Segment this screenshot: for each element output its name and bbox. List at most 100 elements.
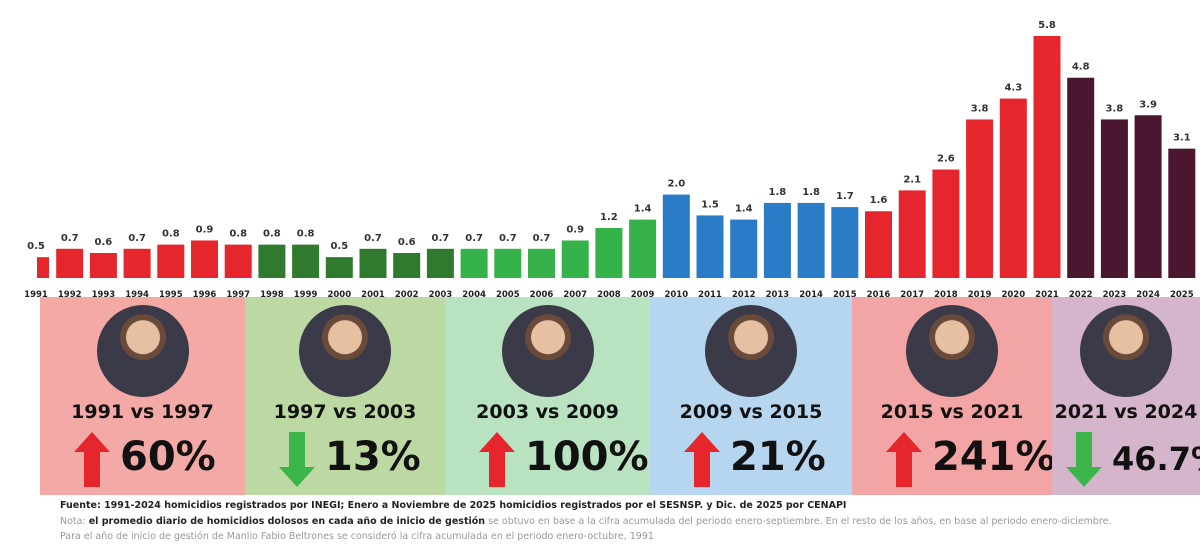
value-label-2015: 1.7 — [836, 191, 854, 202]
footer-note: Nota: el promedio diario de homicidios d… — [60, 516, 1112, 527]
year-label-2013: 2013 — [766, 290, 790, 300]
value-label-2002: 0.6 — [398, 237, 416, 248]
year-label-1993: 1993 — [92, 290, 116, 300]
bar-2008 — [595, 227, 623, 278]
period-title: 2009 vs 2015 — [679, 401, 823, 423]
value-label-2005: 0.7 — [499, 233, 517, 244]
year-label-2008: 2008 — [597, 290, 621, 300]
year-label-2021: 2021 — [1035, 290, 1059, 300]
year-label-2011: 2011 — [698, 290, 722, 300]
bar-2012 — [730, 219, 758, 278]
value-label-2022: 4.8 — [1072, 62, 1090, 73]
value-label-2013: 1.8 — [769, 187, 787, 198]
bar-2003 — [426, 248, 454, 278]
bar-2024 — [1134, 115, 1162, 278]
value-label-2008: 1.2 — [600, 212, 618, 223]
year-label-1997: 1997 — [226, 290, 250, 300]
value-label-2021: 5.8 — [1038, 20, 1056, 31]
politician-photo — [501, 305, 594, 397]
bar-2022 — [1067, 77, 1095, 278]
bar-2023 — [1100, 119, 1128, 278]
value-label-2009: 1.4 — [634, 204, 652, 215]
bar-1998 — [258, 244, 286, 278]
bar-2025 — [1168, 148, 1196, 278]
politician-photo — [906, 305, 998, 397]
year-label-2025: 2025 — [1170, 290, 1194, 300]
arrow-up-icon — [479, 432, 515, 487]
value-label-2006: 0.7 — [533, 233, 551, 244]
bar-1992 — [56, 248, 84, 278]
period-panel: 1997 vs 2003 13% — [245, 297, 445, 495]
year-label-2009: 2009 — [631, 290, 655, 300]
year-label-2015: 2015 — [833, 290, 857, 300]
percent-change: 60% — [120, 434, 216, 480]
year-label-2002: 2002 — [395, 290, 419, 300]
source-text: Fuente: 1991-2024 homicidios registrados… — [60, 500, 847, 511]
value-label-1997: 0.8 — [229, 229, 247, 240]
value-label-1991: 0.5 — [27, 241, 45, 252]
bar-1991 — [37, 257, 49, 278]
bar-2014 — [797, 202, 825, 278]
bar-1994 — [123, 248, 151, 278]
arrow-up-icon — [74, 432, 110, 487]
value-label-1999: 0.8 — [297, 229, 315, 240]
bar-2016 — [865, 211, 892, 278]
period-title: 1991 vs 1997 — [71, 401, 214, 423]
value-label-1995: 0.8 — [162, 229, 180, 240]
value-label-2016: 1.6 — [870, 195, 888, 206]
percent-change: 21% — [730, 434, 826, 480]
year-label-2006: 2006 — [530, 290, 554, 300]
period-title: 2015 vs 2021 — [880, 401, 1024, 423]
politician-photo — [96, 305, 189, 397]
year-label-2001: 2001 — [361, 290, 385, 300]
period-panel: 2015 vs 2021 241% — [852, 297, 1056, 495]
period-title: 2021 vs 2024 — [1054, 401, 1198, 423]
year-label-2024: 2024 — [1136, 290, 1160, 300]
note-bold: el promedio diario de homicidios dolosos… — [88, 516, 486, 527]
year-label-1999: 1999 — [294, 290, 318, 300]
year-label-2017: 2017 — [900, 290, 924, 300]
year-label-1994: 1994 — [125, 290, 149, 300]
bar-2015 — [831, 207, 859, 278]
arrow-down-icon — [279, 432, 315, 487]
bar-2018 — [932, 169, 960, 278]
year-label-2005: 2005 — [496, 290, 520, 300]
year-label-1995: 1995 — [159, 290, 183, 300]
year-label-2023: 2023 — [1103, 290, 1127, 300]
year-label-2012: 2012 — [732, 290, 756, 300]
bar-1999 — [292, 244, 320, 278]
year-label-2020: 2020 — [1001, 290, 1025, 300]
arrow-up-icon — [684, 432, 720, 487]
year-label-2000: 2000 — [327, 290, 351, 300]
bar-2020 — [999, 98, 1027, 278]
bar-2017 — [898, 190, 926, 278]
bar-1996 — [191, 240, 218, 278]
percent-change: 13% — [325, 434, 421, 480]
bar-2005 — [494, 248, 522, 278]
period-panel: 2021 vs 2024 46.7% — [1052, 297, 1200, 495]
value-label-2017: 2.1 — [903, 174, 921, 185]
bar-2007 — [561, 240, 589, 278]
value-label-2018: 2.6 — [937, 154, 955, 165]
value-label-2004: 0.7 — [465, 233, 483, 244]
value-label-2007: 0.9 — [566, 224, 584, 235]
year-label-1996: 1996 — [193, 290, 217, 300]
year-label-2022: 2022 — [1069, 290, 1093, 300]
period-panel: 2009 vs 2015 21% — [650, 297, 852, 495]
period-panel: 1991 vs 1997 60% — [40, 297, 245, 495]
value-label-2011: 1.5 — [701, 199, 719, 210]
percent-change: 100% — [525, 434, 649, 480]
bar-2009 — [629, 219, 657, 278]
year-label-2007: 2007 — [563, 290, 587, 300]
footer-source: Fuente: 1991-2024 homicidios registrados… — [60, 500, 846, 511]
year-label-1992: 1992 — [58, 290, 82, 300]
bar-2013 — [763, 202, 791, 278]
year-label-1991: 1991 — [24, 290, 48, 300]
value-label-2023: 3.8 — [1106, 103, 1124, 114]
value-label-2003: 0.7 — [432, 233, 450, 244]
year-label-2014: 2014 — [799, 290, 823, 300]
bar-1997 — [224, 244, 252, 278]
bar-2019 — [966, 119, 994, 278]
period-title: 1997 vs 2003 — [273, 401, 417, 423]
year-label-2004: 2004 — [462, 290, 486, 300]
